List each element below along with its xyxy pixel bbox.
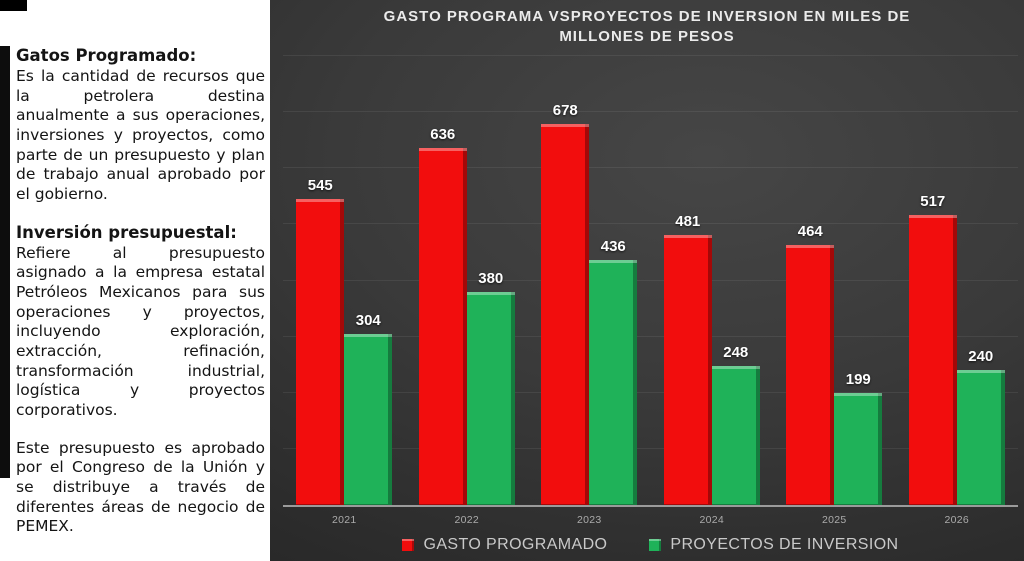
legend-item-gasto-programado: GASTO PROGRAMADO (402, 536, 607, 554)
legend-item-proyectos-inversion: PROYECTOS DE INVERSION (649, 536, 898, 554)
chart-legend: GASTO PROGRAMADO PROYECTOS DE INVERSION (283, 536, 1018, 554)
gridline-400 (283, 279, 1018, 281)
legend-label-proyectos-inversion: PROYECTOS DE INVERSION (670, 536, 899, 553)
chart-title-line-2: MILLONES DE PESOS (559, 28, 735, 46)
legend-swatch-gasto-programado (402, 539, 415, 551)
bar-value-gasto-programado-2023: 678 (552, 102, 578, 120)
left-border-strip (0, 46, 10, 478)
legend-label-gasto-programado: GASTO PROGRAMADO (423, 536, 608, 553)
gridline-700 (283, 111, 1018, 113)
bar-group-2021: 545 304 2021 (283, 56, 406, 526)
bar-gasto-programado-2021: 545 (296, 177, 345, 505)
bar-value-gasto-programado-2021: 545 (307, 177, 333, 195)
bar-gasto-programado-2023: 678 (541, 102, 590, 505)
x-axis-label-2023: 2023 (576, 514, 602, 526)
bar-value-proyectos-inversion-2024: 248 (723, 343, 749, 361)
gridline-600 (283, 167, 1018, 169)
corner-mark (0, 0, 27, 11)
definitions-panel: Gatos Programado: Es la cantidad de recur… (0, 0, 270, 561)
definition-section-1: Gatos Programado: Es la cantidad de recur… (16, 46, 265, 205)
bar-value-gasto-programado-2022: 636 (430, 126, 456, 144)
bar-value-proyectos-inversion-2025: 199 (845, 371, 871, 389)
definition-heading-2: Inversión presupuestal: (16, 222, 237, 242)
bar-value-gasto-programado-2024: 481 (675, 213, 701, 231)
bar-proyectos-inversion-2022: 380 (466, 270, 515, 505)
bar-gasto-programado-2024: 481 (663, 213, 712, 505)
bar-group-2025: 464 199 2025 (773, 56, 896, 526)
definition-body-2: Refiere al presupuesto asignado a la emp… (16, 243, 265, 419)
gridline-100 (283, 447, 1018, 449)
bar-proyectos-inversion-2021: 304 (344, 312, 393, 505)
definition-section-3: Este presupuesto es aprobado por el Cong… (16, 439, 265, 537)
bar-value-gasto-programado-2025: 464 (797, 222, 823, 240)
gridline-500 (283, 223, 1018, 225)
gridline-300 (283, 335, 1018, 337)
x-axis-label-2025: 2025 (821, 514, 847, 526)
bar-gasto-programado-2026: 517 (908, 193, 957, 505)
definition-heading-1: Gatos Programado: (16, 46, 197, 65)
legend-swatch-proyectos-inversion (649, 539, 662, 551)
bar-proyectos-inversion-2023: 436 (589, 238, 638, 505)
bar-group-2026: 517 240 2026 (896, 56, 1019, 526)
bar-proyectos-inversion-2026: 240 (956, 348, 1005, 505)
bar-value-proyectos-inversion-2026: 240 (968, 348, 994, 366)
bar-value-gasto-programado-2026: 517 (920, 192, 946, 210)
bar-group-2024: 481 248 2024 (651, 56, 774, 526)
chart-title: GASTO PROGRAMA VSPROYECTOS DE INVERSION … (270, 7, 1024, 48)
bar-gasto-programado-2025: 464 (786, 223, 835, 505)
gridline-800 (283, 55, 1018, 56)
x-axis-label-2021: 2021 (331, 514, 357, 526)
bar-proyectos-inversion-2025: 199 (834, 371, 883, 505)
x-axis-label-2026: 2026 (944, 514, 970, 526)
bar-proyectos-inversion-2024: 248 (711, 344, 760, 505)
bar-gasto-programado-2022: 636 (418, 126, 467, 505)
definition-body-1: Es la cantidad de recursos que la petrol… (16, 66, 265, 203)
definition-section-2: Inversión presupuestal: Refiere al presup… (16, 223, 265, 421)
bar-groups: 545 304 2021 636 380 2022 678 436 2023 481 248 2024… (283, 56, 1019, 526)
x-axis-label-2024: 2024 (699, 514, 725, 526)
chart-panel: GASTO PROGRAMA VSPROYECTOS DE INVERSION … (270, 0, 1024, 561)
bar-value-proyectos-inversion-2023: 436 (600, 238, 626, 256)
gridline-200 (283, 391, 1018, 393)
bar-value-proyectos-inversion-2022: 380 (478, 269, 504, 287)
x-axis-label-2022: 2022 (454, 514, 480, 526)
definition-body-3: Este presupuesto es aprobado por el Cong… (16, 438, 265, 536)
plot-area: 545 304 2021 636 380 2022 678 436 2023 481 248 2024… (283, 55, 1019, 526)
chart-title-line-1: GASTO PROGRAMA VSPROYECTOS DE INVERSION … (383, 8, 911, 25)
bar-group-2022: 636 380 2022 (406, 56, 529, 526)
bar-value-proyectos-inversion-2021: 304 (355, 312, 381, 330)
definitions-text: Gatos Programado: Es la cantidad de recur… (16, 46, 265, 537)
bar-group-2023: 678 436 2023 (528, 56, 651, 526)
